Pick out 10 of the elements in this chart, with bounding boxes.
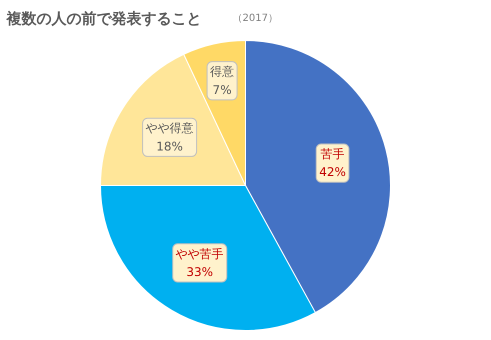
chart-title: 複数の人の前で発表すること [6,10,202,28]
slice-label: 苦手 [320,147,345,162]
slice-label: 得意 [210,64,234,79]
data-label: 33% [186,264,214,279]
text: （2017） [232,13,278,24]
data-label: 7% [212,82,232,97]
slice-label: やや苦手 [176,246,224,261]
data-label: 18% [156,139,183,154]
slice-label: やや得意 [146,121,194,136]
data-label: 42% [319,165,346,180]
